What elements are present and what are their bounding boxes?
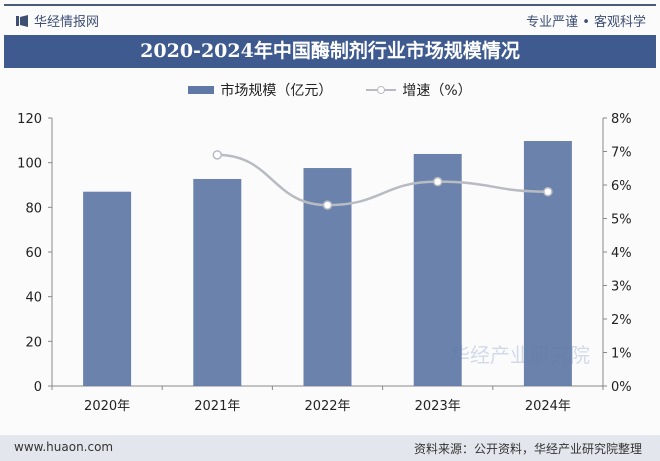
bar-2021年 — [193, 178, 242, 386]
y-right-tick-label: 2% — [611, 313, 632, 328]
legend-item-bar: 市场规模（亿元） — [188, 80, 332, 100]
bar-2023年 — [413, 153, 462, 386]
source-note: 资料来源：公开资料，华经产业研究院整理 — [413, 442, 642, 456]
website: www.huaon.com — [14, 440, 114, 454]
brand-name: 华经情报网 — [34, 15, 100, 30]
brand: 华经情报网 — [16, 11, 99, 30]
x-tick-label: 2023年 — [415, 399, 461, 414]
y-right-tick-label: 7% — [611, 146, 632, 161]
bar-2024年 — [523, 141, 572, 386]
slogan: 专业严谨 • 客观科学 — [526, 15, 646, 30]
legend-line-swatch — [366, 86, 397, 94]
growth-point — [322, 200, 333, 210]
y-right-tick-label: 0% — [611, 380, 632, 395]
legend-bar-swatch — [188, 86, 215, 94]
y-left-tick-label: 0 — [34, 380, 42, 395]
growth-point — [543, 186, 553, 197]
x-tick-label: 2020年 — [84, 399, 130, 414]
growth-point — [212, 150, 223, 160]
y-left-tick-label: 20 — [25, 335, 42, 350]
legend-label: 增速（%） — [402, 83, 472, 99]
legend-label: 市场规模（亿元） — [220, 83, 333, 99]
growth-line — [217, 153, 548, 207]
y-right-tick-label: 3% — [611, 280, 632, 295]
brand-logo-icon — [16, 14, 28, 27]
legend-item-line: 增速（%） — [366, 80, 472, 100]
y-left-tick-label: 60 — [25, 246, 42, 261]
y-right-tick-label: 4% — [611, 246, 632, 261]
y-left-tick-label: 120 — [17, 112, 42, 127]
x-tick-label: 2024年 — [525, 399, 571, 414]
y-left-tick-label: 100 — [17, 157, 42, 172]
x-tick-label: 2021年 — [194, 399, 240, 414]
y-right-tick-label: 5% — [611, 213, 632, 228]
y-right-tick-label: 6% — [611, 179, 632, 194]
y-right-tick-label: 1% — [611, 347, 632, 362]
top-rule — [4, 4, 656, 6]
y-left-tick-label: 80 — [25, 201, 42, 216]
bar-2020年 — [83, 191, 132, 386]
y-left-tick-label: 40 — [25, 291, 42, 306]
x-tick-label: 2022年 — [304, 399, 350, 414]
growth-point — [432, 176, 443, 187]
footer: www.huaon.com 资料来源：公开资料，华经产业研究院整理 — [0, 435, 660, 461]
legend: 市场规模（亿元） 增速（%） — [0, 80, 660, 100]
y-right-tick-label: 8% — [611, 112, 632, 127]
chart-title: 2020-2024年中国酶制剂行业市场规模情况 — [4, 35, 656, 68]
